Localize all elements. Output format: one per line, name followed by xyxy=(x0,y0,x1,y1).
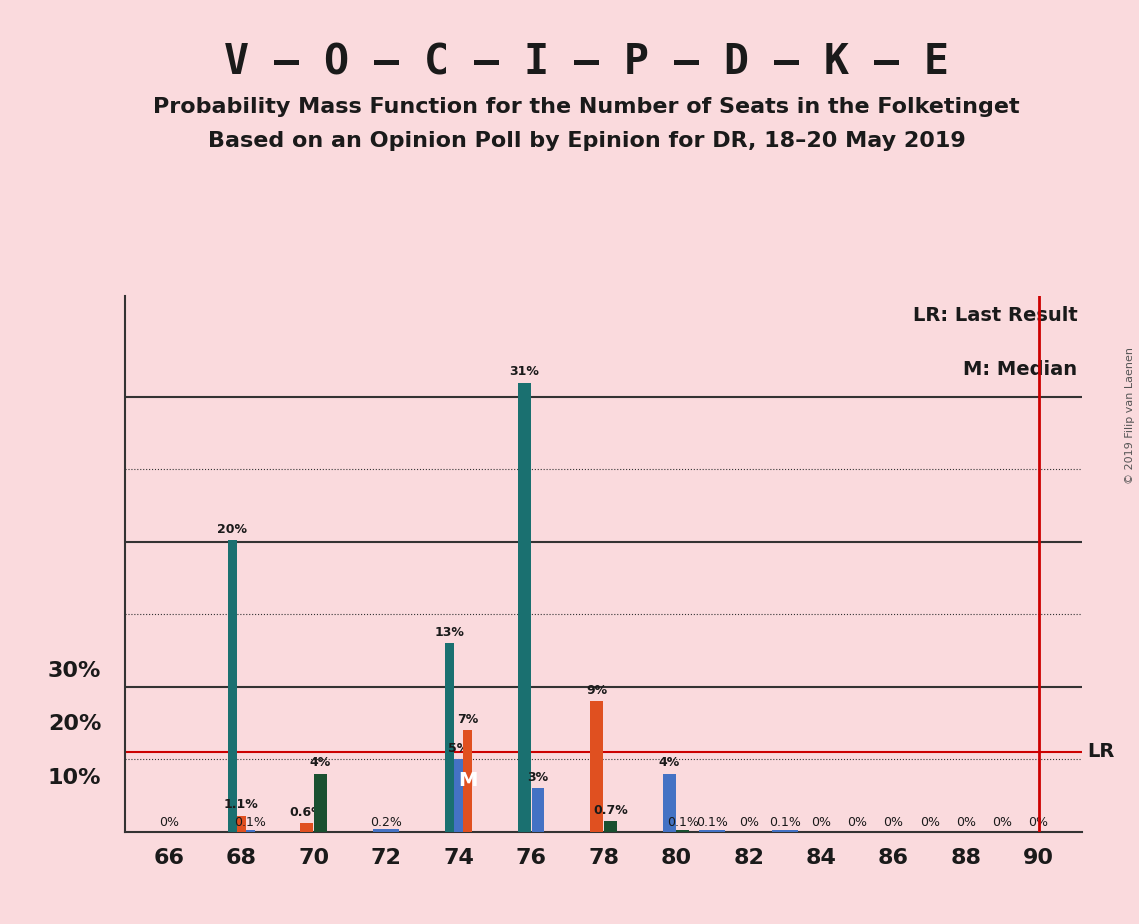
Bar xyxy=(604,821,617,832)
Bar xyxy=(590,701,604,832)
Text: LR: LR xyxy=(1087,743,1114,761)
Bar xyxy=(246,830,255,832)
Text: 0.1%: 0.1% xyxy=(769,816,801,829)
Bar xyxy=(237,816,246,832)
Bar xyxy=(374,829,399,832)
Text: 0%: 0% xyxy=(738,816,759,829)
Text: 0%: 0% xyxy=(884,816,903,829)
Text: 13%: 13% xyxy=(435,626,465,639)
Bar xyxy=(301,823,313,832)
Text: 0.2%: 0.2% xyxy=(370,816,402,829)
Text: M: M xyxy=(458,772,477,790)
Text: 10%: 10% xyxy=(48,768,101,788)
Bar xyxy=(454,760,464,832)
Text: 31%: 31% xyxy=(509,365,540,378)
Text: 20%: 20% xyxy=(48,714,101,735)
Bar xyxy=(518,383,531,832)
Bar xyxy=(464,730,472,832)
Text: 0%: 0% xyxy=(1029,816,1049,829)
Text: 3%: 3% xyxy=(527,771,549,784)
Text: 7%: 7% xyxy=(457,712,478,726)
Text: 0%: 0% xyxy=(847,816,868,829)
Text: 0%: 0% xyxy=(992,816,1013,829)
Text: 0%: 0% xyxy=(811,816,831,829)
Text: 0.1%: 0.1% xyxy=(667,816,699,829)
Text: LR: Last Result: LR: Last Result xyxy=(912,307,1077,325)
Bar xyxy=(772,830,797,832)
Text: 0.1%: 0.1% xyxy=(235,816,267,829)
Text: © 2019 Filip van Laenen: © 2019 Filip van Laenen xyxy=(1125,347,1134,484)
Text: 4%: 4% xyxy=(310,757,331,770)
Text: 5%: 5% xyxy=(448,742,469,755)
Bar xyxy=(677,830,689,832)
Bar xyxy=(532,788,544,832)
Bar xyxy=(663,773,675,832)
Text: 30%: 30% xyxy=(48,661,101,681)
Text: Probability Mass Function for the Number of Seats in the Folketinget: Probability Mass Function for the Number… xyxy=(154,97,1019,117)
Text: 0.6%: 0.6% xyxy=(289,806,325,819)
Text: 0%: 0% xyxy=(920,816,940,829)
Text: 0.7%: 0.7% xyxy=(593,804,628,817)
Text: M: Median: M: Median xyxy=(964,360,1077,379)
Bar xyxy=(445,643,454,832)
Text: 0%: 0% xyxy=(956,816,976,829)
Text: 20%: 20% xyxy=(218,523,247,536)
Text: 4%: 4% xyxy=(658,757,680,770)
Text: 0.1%: 0.1% xyxy=(696,816,728,829)
Bar xyxy=(314,773,327,832)
Text: V – O – C – I – P – D – K – E: V – O – C – I – P – D – K – E xyxy=(224,42,949,83)
Bar xyxy=(228,541,237,832)
Text: Based on an Opinion Poll by Epinion for DR, 18–20 May 2019: Based on an Opinion Poll by Epinion for … xyxy=(207,131,966,152)
Bar xyxy=(699,830,726,832)
Text: 0%: 0% xyxy=(158,816,179,829)
Text: 1.1%: 1.1% xyxy=(224,798,259,811)
Text: 9%: 9% xyxy=(587,684,607,697)
